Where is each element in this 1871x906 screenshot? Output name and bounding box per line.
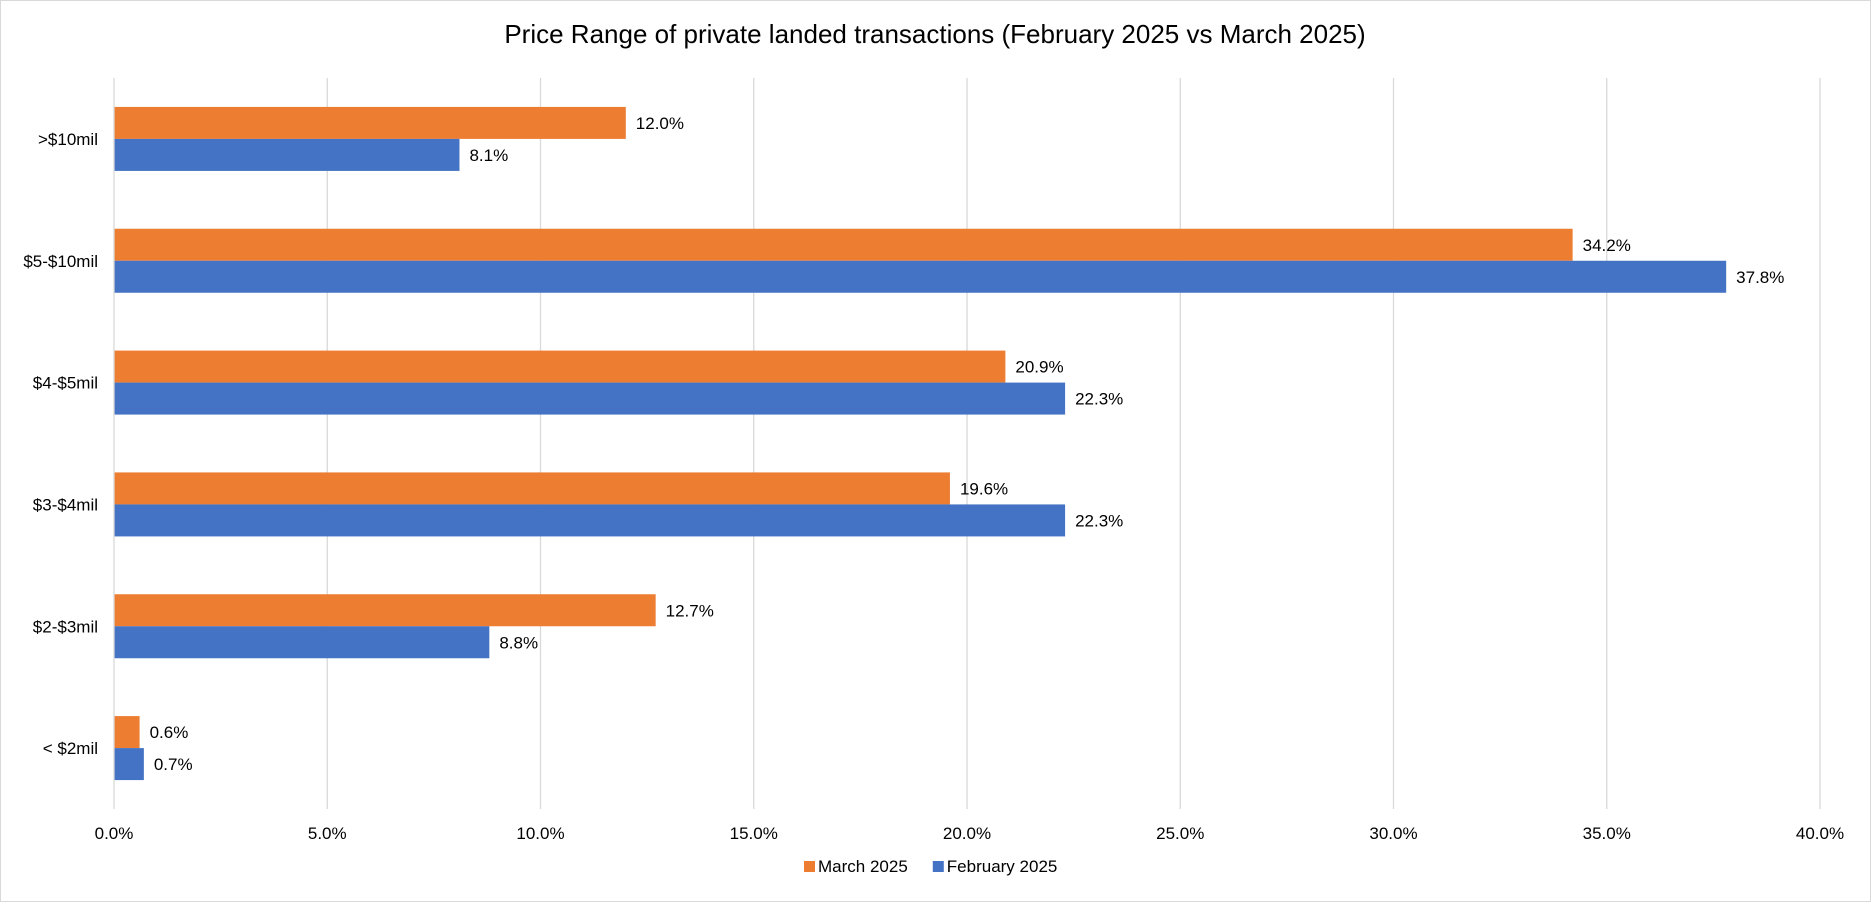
bar-february-2025 xyxy=(114,382,1066,415)
y-category-label: < $2mil xyxy=(43,739,98,758)
x-tick-label: 10.0% xyxy=(516,824,564,843)
bar-march-2025 xyxy=(114,594,656,627)
y-category-label: $2-$3mil xyxy=(33,617,98,636)
bar-march-2025 xyxy=(114,472,950,505)
legend-label: March 2025 xyxy=(818,857,908,876)
data-labels: 0.6% 0.7% 12.7% 8.8% 19.6% 22.3% 20.9% 22.3% 34.… xyxy=(150,114,1785,774)
bar-february-2025 xyxy=(114,260,1727,293)
bar-march-2025 xyxy=(114,350,1006,383)
x-tick-label: 25.0% xyxy=(1156,824,1204,843)
x-tick-label: 0.0% xyxy=(95,824,134,843)
bar-data-label: 20.9% xyxy=(1015,358,1063,377)
y-axis: < $2mil $2-$3mil $3-$4mil $4-$5mil $5-$10mil… xyxy=(23,78,115,809)
bar-data-label: 22.3% xyxy=(1075,511,1123,530)
bar-march-2025 xyxy=(114,716,140,749)
legend-label: February 2025 xyxy=(947,857,1058,876)
bar-data-label: 0.6% xyxy=(150,723,189,742)
gridlines xyxy=(326,78,1821,809)
bar-data-label: 22.3% xyxy=(1075,390,1123,409)
bar-february-2025 xyxy=(114,748,144,781)
bar-february-2025 xyxy=(114,626,490,659)
bar-data-label: 34.2% xyxy=(1583,236,1631,255)
bar-data-label: 8.1% xyxy=(469,146,508,165)
x-tick-label: 20.0% xyxy=(943,824,991,843)
y-category-label: $4-$5mil xyxy=(33,374,98,393)
legend: March 2025 February 2025 xyxy=(804,857,1057,876)
bar-data-label: 12.7% xyxy=(666,601,714,620)
chart-title: Price Range of private landed transactio… xyxy=(504,19,1365,49)
bar-data-label: 12.0% xyxy=(636,114,684,133)
bar-march-2025 xyxy=(114,228,1573,261)
bar-data-label: 8.8% xyxy=(499,633,538,652)
x-tick-label: 5.0% xyxy=(308,824,347,843)
bars xyxy=(114,106,1727,781)
y-category-label: $3-$4mil xyxy=(33,495,98,514)
bar-data-label: 0.7% xyxy=(154,755,193,774)
bar-data-label: 19.6% xyxy=(960,479,1008,498)
bar-data-label: 37.8% xyxy=(1736,268,1784,287)
x-tick-label: 40.0% xyxy=(1796,824,1844,843)
x-tick-label: 30.0% xyxy=(1369,824,1417,843)
x-tick-label: 15.0% xyxy=(730,824,778,843)
bar-february-2025 xyxy=(114,504,1066,537)
x-axis: 0.0% 5.0% 10.0% 15.0% 20.0% 25.0% 30.0% 35.0% 40… xyxy=(95,824,1844,843)
bar-february-2025 xyxy=(114,138,460,171)
y-category-label: $5-$10mil xyxy=(23,252,98,271)
bar-march-2025 xyxy=(114,106,626,139)
legend-swatch xyxy=(932,861,944,872)
x-tick-label: 35.0% xyxy=(1583,824,1631,843)
legend-swatch xyxy=(804,861,815,872)
y-category-label: >$10mil xyxy=(38,130,98,149)
